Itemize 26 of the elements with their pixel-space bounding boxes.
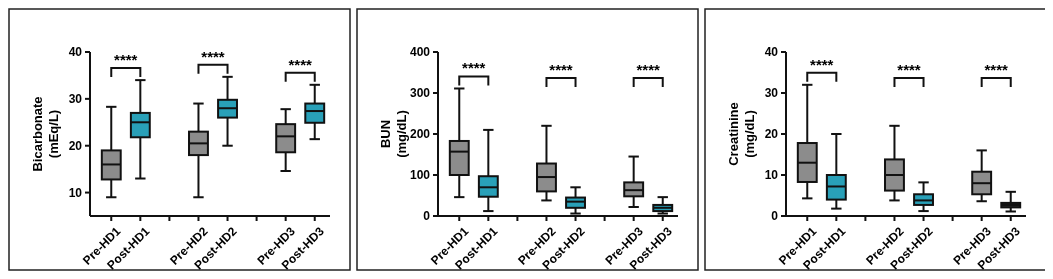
y-tick-label: 30 [68,92,83,107]
y-tick-label: 0 [423,209,431,224]
y-tick-label: 100 [409,168,431,183]
annotation: **** [549,61,573,78]
annotation: **** [201,47,225,65]
annotation: **** [984,61,1009,78]
annotation: **** [114,51,138,69]
annotation: **** [810,55,834,73]
y-tick-label: 20 [764,127,779,142]
y-axis-title: BUN (mg/dL) [378,110,409,158]
y-tick-label: 20 [68,138,83,153]
y-tick-label: 10 [764,168,779,183]
y-tick-label: 40 [764,45,779,60]
annotation: **** [288,55,313,73]
annotation: **** [462,59,486,77]
y-axis-title: Bicarbonate (mEq/L) [30,96,61,172]
y-tick-label: 200 [409,127,431,142]
y-tick-label: 300 [409,86,431,101]
y-tick-label: 10 [68,185,83,200]
y-tick-label: 30 [764,86,779,101]
y-tick-label: 400 [409,45,431,60]
annotation: **** [897,61,921,78]
y-tick-label: 40 [68,45,83,60]
y-axis-title: Creatinine (mg/dL) [726,102,757,166]
y-tick-label: 0 [771,209,779,224]
annotation: **** [636,61,661,78]
